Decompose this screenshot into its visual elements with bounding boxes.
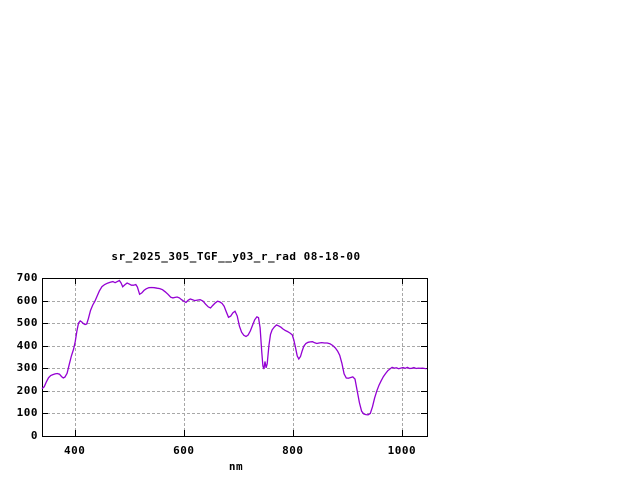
x-tick-label: 400	[64, 444, 86, 457]
y-tick-label: 100	[16, 406, 38, 420]
plot-border	[42, 278, 428, 437]
spectrum-line	[41, 279, 427, 416]
x-axis-label: nm	[228, 460, 244, 473]
y-tick-label: 500	[16, 316, 38, 330]
y-tick-label: 400	[16, 338, 38, 352]
y-tick-label: 300	[16, 361, 38, 375]
y-tick-label: 0	[30, 429, 38, 442]
y-tick-label: 700	[16, 271, 38, 284]
x-tick-label: 800	[282, 444, 304, 457]
y-tick-label: 600	[16, 293, 38, 307]
y-tick-label: 200	[16, 383, 38, 397]
x-tick-label: 600	[173, 444, 195, 457]
x-tick-label: 1000	[387, 444, 417, 457]
chart-title: sr_2025_305_TGF__y03_r_rad 08-18-00	[111, 250, 361, 263]
